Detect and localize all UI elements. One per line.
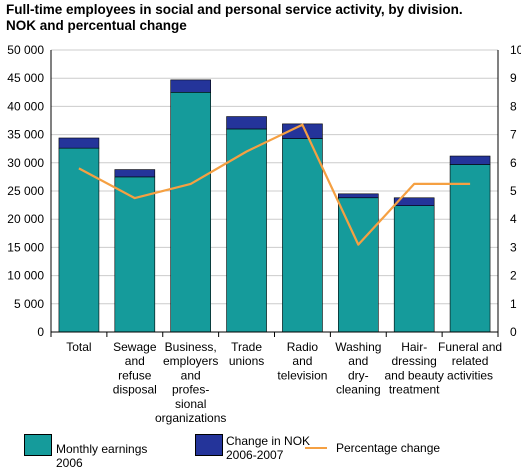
bar-monthly-earnings <box>170 92 211 333</box>
x-tick-label-line: related <box>452 354 489 368</box>
y-right-tick-label: 9 <box>510 71 517 85</box>
y-right-tick-label: 8 <box>510 99 517 113</box>
y-left-tick-label: 10 000 <box>7 269 44 283</box>
y-right-tick-label: 7 <box>510 128 517 142</box>
bar-monthly-earnings <box>282 138 323 333</box>
y-left-tick-label: 45 000 <box>7 71 44 85</box>
y-right-tick-label: 2 <box>510 269 517 283</box>
x-tick-label: Washing and dry-cleaning <box>335 340 381 397</box>
bar-change-nok <box>226 116 267 130</box>
bar-change-nok <box>393 197 435 206</box>
x-tick-label-line: Radio <box>287 340 319 354</box>
x-tick-label-line: refuse <box>118 368 152 382</box>
y-right-tick-label: 1 <box>510 297 517 311</box>
x-tick-label-line: Business, <box>165 340 217 354</box>
x-tick-label-line: and beauty <box>384 368 443 382</box>
bar-change-nok <box>170 79 211 93</box>
x-tick-label-line: activities <box>447 368 493 382</box>
x-tick-label-line: cleaning <box>336 383 381 397</box>
percentage-change-line <box>78 123 471 246</box>
y-right-tick-label: 6 <box>510 156 517 170</box>
x-tick-label-line: organizations <box>155 411 226 425</box>
y-right-tick-label: 0 <box>510 325 517 339</box>
x-tick-label-line: Funeral and <box>438 340 502 354</box>
bar-monthly-earnings <box>114 176 156 333</box>
chart-title-line-1: Full-time employees in social and person… <box>6 2 463 17</box>
x-tick-label-line: Washing <box>335 340 381 354</box>
x-tick-label-line: and <box>348 354 368 368</box>
y-right-tick-label: 10 <box>510 43 521 57</box>
bar-monthly-earnings <box>338 197 379 333</box>
x-tick-label-line: dry- <box>348 368 369 382</box>
y-left-tick-label: 20 000 <box>7 212 44 226</box>
x-tick-label-line: and <box>181 368 201 382</box>
y-left-tick-label: 50 000 <box>7 43 44 57</box>
x-tick-label-line: profes- <box>172 383 209 397</box>
x-tick-label-line: unions <box>229 354 264 368</box>
chart-title: Full-time employees in social and person… <box>6 2 516 34</box>
bar-monthly-earnings <box>393 205 435 333</box>
y-left-tick-label: 0 <box>37 325 44 339</box>
y-right-tick-label: 4 <box>510 212 517 226</box>
x-tick-label: Business, employers and profes-sional organi… <box>155 340 226 425</box>
x-tick-label: Funeral and related activities <box>438 340 502 382</box>
bar-monthly-earnings <box>449 164 491 333</box>
x-tick-label: Sewage and refuse disposal <box>113 340 157 397</box>
x-tick-label-line: and <box>292 354 312 368</box>
y-left-tick-label: 30 000 <box>7 156 44 170</box>
x-tick-label-line: Total <box>66 340 91 354</box>
x-tick-label-line: employers <box>163 354 218 368</box>
y-right-tick-label: 5 <box>510 184 517 198</box>
x-tick-label: Trade unions <box>229 340 264 368</box>
y-left-tick-label: 40 000 <box>7 99 44 113</box>
x-tick-label: Hair-dressing and beauty treatment <box>384 340 443 397</box>
chart-title-line-2: NOK and percentual change <box>6 18 187 33</box>
x-tick-label-line: sional <box>175 397 206 411</box>
y-left-tick-label: 35 000 <box>7 128 44 142</box>
y-left-tick-label: 15 000 <box>7 240 44 254</box>
x-tick-label-line: Sewage <box>113 340 157 354</box>
x-tick-label: Total <box>66 340 91 354</box>
bar-change-nok <box>58 137 100 149</box>
bar-change-nok <box>449 155 491 165</box>
bar-change-nok <box>338 193 379 199</box>
x-tick-label: Radio and television <box>277 340 327 382</box>
x-tick-label-line: treatment <box>389 383 440 397</box>
y-left-tick-label: 5 000 <box>14 297 44 311</box>
x-tick-label-line: Trade <box>231 340 262 354</box>
x-tick-label-line: and <box>125 354 145 368</box>
x-tick-label-line: disposal <box>113 383 157 397</box>
x-tick-label-line: Hair- <box>401 340 427 354</box>
x-tick-label-line: television <box>277 368 327 382</box>
y-left-tick-label: 25 000 <box>7 184 44 198</box>
bar-change-nok <box>114 169 156 178</box>
x-tick-label-line: dressing <box>392 354 437 368</box>
y-right-tick-label: 3 <box>510 240 517 254</box>
